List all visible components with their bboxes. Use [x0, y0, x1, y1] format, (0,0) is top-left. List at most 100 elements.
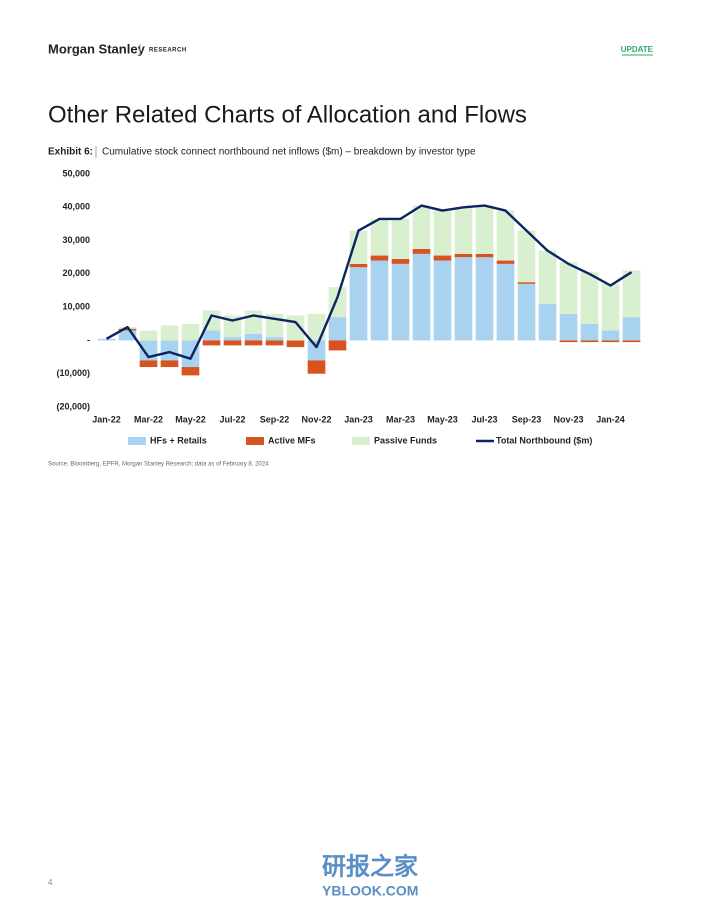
bar-segment	[118, 328, 137, 331]
bar-segment	[475, 257, 494, 341]
bar-segment	[349, 230, 368, 264]
legend-swatch	[352, 437, 370, 445]
y-tick-label: 50,000	[62, 168, 90, 178]
bar-segment	[139, 330, 158, 341]
bar-segment	[160, 340, 179, 361]
bar-segment	[307, 360, 326, 374]
bar-segment	[370, 255, 389, 261]
bar-segment	[601, 330, 620, 341]
bar-segment	[139, 360, 158, 368]
y-tick-label: -	[87, 335, 90, 345]
total-line	[105, 204, 633, 360]
bar-segment	[160, 360, 179, 368]
y-tick-label: (10,000)	[56, 368, 90, 378]
bar-segment	[580, 340, 599, 343]
bar-segment	[391, 258, 410, 264]
bar-segment	[244, 333, 263, 341]
y-tick-label: 20,000	[62, 268, 90, 278]
legend-label: Passive Funds	[374, 435, 437, 445]
y-tick-label: 30,000	[62, 235, 90, 245]
x-tick-label: Nov-22	[301, 414, 331, 424]
x-tick-label: Jan-24	[596, 414, 625, 424]
bar-segment	[601, 283, 620, 331]
x-tick-label: Sep-23	[512, 414, 542, 424]
x-tick-label: Nov-23	[553, 414, 583, 424]
bar-segment	[517, 282, 536, 284]
x-tick-label: Jul-22	[219, 414, 245, 424]
bar-segment	[328, 340, 347, 351]
bar-segment	[559, 262, 578, 314]
bar-segment	[475, 253, 494, 258]
watermark-en: YBLOOK.COM	[322, 883, 418, 899]
bar-segment	[202, 340, 221, 346]
exhibit-label: Exhibit 6:	[48, 147, 93, 158]
bar-segment	[622, 340, 641, 343]
bar-segment	[160, 325, 179, 341]
bar-segment	[286, 340, 305, 348]
bar-segment	[265, 337, 284, 341]
chart-title: Cumulative stock connect northbound net …	[102, 147, 476, 158]
bar-segment	[265, 340, 284, 346]
page-number: 4	[48, 878, 53, 887]
bar-segment	[433, 210, 452, 256]
bar-segment	[601, 340, 620, 343]
legend-label: HFs + Retails	[150, 435, 207, 445]
bar-segment	[223, 340, 242, 346]
bar-segment	[349, 267, 368, 341]
bar-segment	[538, 250, 557, 304]
source: Source: Bloomberg, EPFR, Morgan Stanley …	[48, 462, 269, 468]
bar-segment	[580, 323, 599, 341]
bar-segment	[559, 313, 578, 341]
page-title: Other Related Charts of Allocation and F…	[48, 101, 527, 128]
bar-segment	[433, 255, 452, 261]
bar-segment	[517, 230, 536, 283]
chart: (20,000) (10,000) - 10,000 20,000 30,000 40,00…	[56, 168, 641, 445]
bar-segment	[580, 272, 599, 324]
bar-segment	[454, 257, 473, 341]
bar-segment	[538, 303, 557, 341]
x-tick-label: Mar-23	[386, 414, 415, 424]
x-tick-label: Sep-22	[260, 414, 290, 424]
bar-segment	[370, 260, 389, 341]
bar-segment	[496, 260, 515, 264]
bar-segment	[496, 263, 515, 341]
bar-segment	[244, 340, 263, 346]
watermark-cn: 研报之家	[322, 852, 418, 880]
legend-label: Active MFs	[268, 435, 316, 445]
update-tag: UPDATE	[621, 45, 654, 54]
bar-segment	[391, 218, 410, 259]
bar-segment	[223, 337, 242, 341]
bar-segment	[202, 330, 221, 341]
legend-label: Total Northbound ($m)	[496, 435, 592, 445]
x-tick-label: May-23	[427, 414, 458, 424]
x-tick-label: Jan-23	[344, 414, 373, 424]
bar-segment	[307, 340, 326, 361]
legend-swatch	[128, 437, 146, 445]
bar-segment	[328, 317, 347, 341]
x-tick-label: May-22	[175, 414, 206, 424]
bar-segment	[559, 340, 578, 343]
bar-segment	[412, 253, 431, 341]
y-tick-label: 40,000	[62, 202, 90, 212]
bar-segment	[97, 338, 116, 341]
bar-segment	[412, 248, 431, 254]
bar-segment	[517, 283, 536, 341]
bar-segment	[181, 323, 200, 341]
x-tick-label: Jan-22	[92, 414, 121, 424]
bar-segment	[622, 317, 641, 341]
bar-segment	[454, 207, 473, 254]
bar-segment	[349, 263, 368, 268]
y-tick-label: 10,000	[62, 302, 90, 312]
bar-segment	[496, 210, 515, 261]
bar-segment	[118, 330, 137, 341]
bar-segment	[181, 367, 200, 376]
bar-segment	[412, 205, 431, 249]
section: RESEARCH	[149, 48, 187, 54]
y-tick-label: (20,000)	[56, 401, 90, 411]
bar-segment	[622, 270, 641, 318]
bar-segment	[475, 205, 494, 254]
brand: Morgan Stanley	[48, 41, 146, 56]
x-tick-label: Jul-23	[471, 414, 497, 424]
